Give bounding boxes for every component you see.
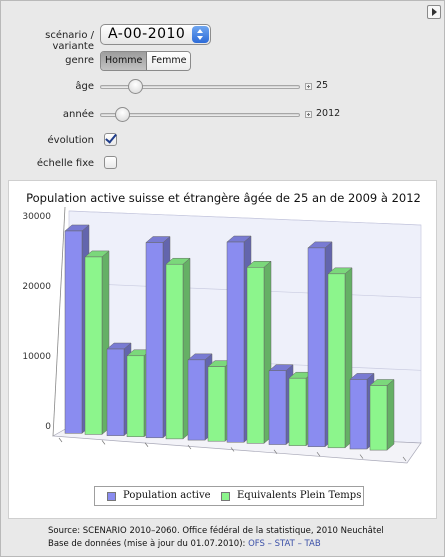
legend-label-epf: Equivalents Plein Temps xyxy=(237,490,362,501)
bar-front xyxy=(369,385,388,451)
x-tick xyxy=(230,447,235,452)
ofs-stat-tab-link[interactable]: OFS – STAT – TAB xyxy=(248,539,321,549)
x-tick xyxy=(316,451,321,457)
expand-arrow-icon[interactable] xyxy=(427,5,441,19)
evolution-label: évolution xyxy=(47,135,94,146)
bar-front xyxy=(207,366,226,442)
plus-icon[interactable] xyxy=(305,83,312,90)
plus-icon[interactable] xyxy=(305,111,312,118)
scenario-label: scénario / variante xyxy=(45,30,94,52)
bar-front xyxy=(349,379,368,450)
annee-value: 2012 xyxy=(316,108,341,119)
annee-slider-track[interactable] xyxy=(100,113,300,117)
x-tick xyxy=(58,437,63,443)
annee-slider-thumb[interactable] xyxy=(114,107,130,122)
bar-front xyxy=(327,273,346,449)
database-prefix: Base de données (mise à jour du 01.07.20… xyxy=(48,539,246,549)
x-tick xyxy=(402,456,407,462)
bar-front xyxy=(106,348,125,436)
bar-front xyxy=(64,230,83,434)
y-tick-label: 30000 xyxy=(22,212,51,222)
database-line: Base de données (mise à jour du 01.07.20… xyxy=(48,538,443,551)
evolution-checkbox[interactable] xyxy=(104,133,117,146)
chart-area: Population active suisse et étrangère âg… xyxy=(8,180,437,519)
scenario-value: A-00-2010 xyxy=(108,26,186,42)
genre-option-femme[interactable]: Femme xyxy=(147,52,191,70)
legend-label-population: Population active xyxy=(123,490,211,501)
bar-front xyxy=(268,370,287,445)
source-line: Source: SCENARIO 2010–2060. Office fédér… xyxy=(48,526,384,536)
y-axis xyxy=(52,206,66,437)
y-tick-label: 0 xyxy=(45,422,51,432)
x-tick xyxy=(359,454,364,459)
x-tick xyxy=(273,449,278,455)
genre-toggle: Homme Femme xyxy=(100,51,192,71)
age-label: âge xyxy=(75,81,94,92)
gridline xyxy=(68,210,422,226)
x-tick xyxy=(187,444,192,450)
bar-front xyxy=(246,267,265,444)
bar-front xyxy=(165,263,184,440)
legend-swatch-population xyxy=(107,492,116,501)
source-note: Source: SCENARIO 2010–2060. Office fédér… xyxy=(48,525,443,551)
stepper-arrows-icon xyxy=(192,26,209,43)
annee-label: année xyxy=(62,109,94,120)
age-value: 25 xyxy=(316,80,329,91)
bar-front xyxy=(145,242,164,439)
echelle-checkbox[interactable] xyxy=(104,156,117,169)
scenario-select[interactable]: A-00-2010 xyxy=(100,24,211,45)
chart-title: Population active suisse et étrangère âg… xyxy=(26,191,421,205)
bar-chart-3d: 0 10000 20000 30000 xyxy=(22,206,422,464)
genre-label: genre xyxy=(65,55,94,66)
bar-front xyxy=(84,256,103,435)
chart-legend: Population active Equivalents Plein Temp… xyxy=(94,486,364,506)
age-slider-thumb[interactable] xyxy=(127,79,143,94)
bar-front xyxy=(226,241,245,443)
x-tick xyxy=(144,442,149,447)
genre-option-homme[interactable]: Homme xyxy=(101,52,148,70)
bar-front xyxy=(187,359,206,441)
bar-side xyxy=(386,378,395,451)
legend-swatch-epf xyxy=(221,492,230,501)
bar-front xyxy=(307,247,326,447)
age-slider-track[interactable] xyxy=(100,85,300,89)
x-tick xyxy=(101,440,106,445)
y-tick-label: 10000 xyxy=(22,352,51,362)
echelle-label: échelle fixe xyxy=(36,158,94,169)
bar-front xyxy=(288,377,307,446)
bar-front xyxy=(126,355,145,437)
y-tick-label: 20000 xyxy=(22,282,51,292)
